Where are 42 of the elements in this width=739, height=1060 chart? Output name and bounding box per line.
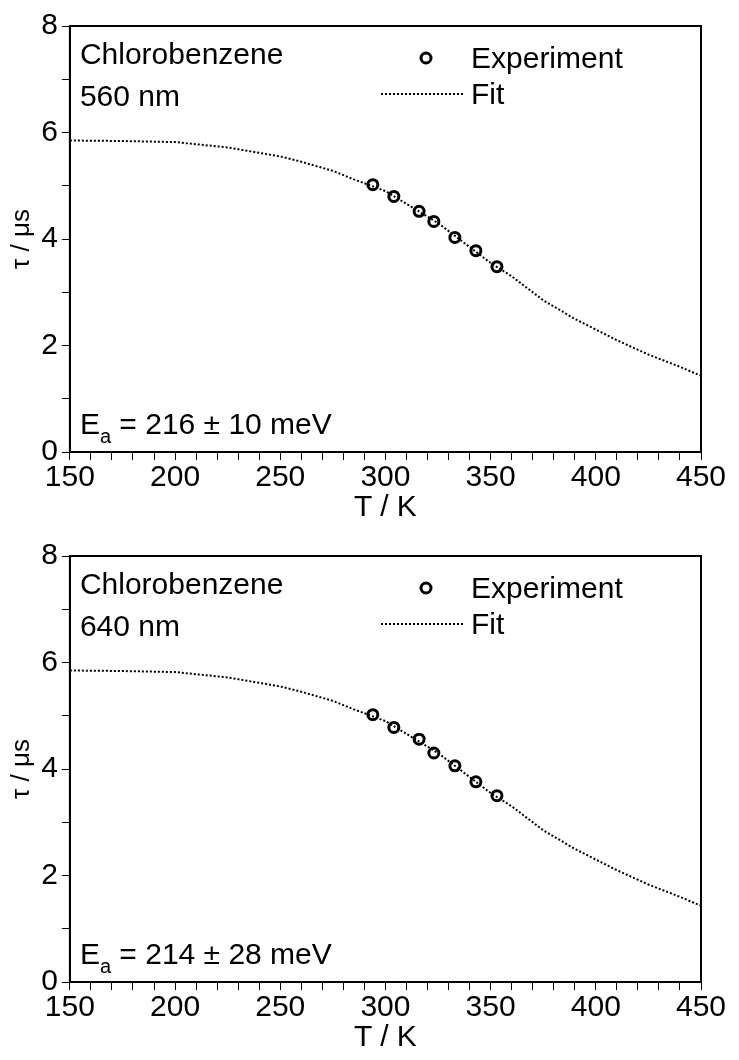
- annotation: 640 nm: [79, 609, 180, 642]
- point: [427, 746, 441, 760]
- y-tick-label: 2: [41, 856, 58, 890]
- point: [366, 708, 380, 722]
- x-tick-label: 400: [570, 459, 621, 493]
- y-tick-label: 8: [41, 7, 58, 41]
- x-tick-label: 350: [465, 989, 516, 1023]
- y-axis-title: τ / μs: [4, 209, 35, 269]
- y-tick-label: 6: [41, 643, 58, 677]
- x-tick-label: 200: [150, 459, 201, 493]
- x-tick-label: 400: [570, 989, 621, 1023]
- x-tick-label: 350: [465, 459, 516, 493]
- point: [366, 178, 380, 192]
- legend-label: Experiment: [471, 571, 624, 604]
- y-tick-label: 4: [41, 750, 58, 784]
- annotation: Chlorobenzene: [79, 567, 284, 600]
- point: [412, 204, 426, 218]
- point: [469, 775, 483, 789]
- annotation: Chlorobenzene: [79, 37, 284, 70]
- point: [448, 230, 462, 244]
- point: [469, 244, 483, 258]
- y-tick-label: 2: [41, 326, 58, 360]
- legend-label: Fit: [471, 77, 505, 110]
- point: [387, 720, 401, 734]
- legend-label: Experiment: [471, 41, 624, 74]
- y-tick-label: 4: [41, 220, 58, 254]
- y-tick-label: 8: [41, 537, 58, 571]
- x-tick-label: 450: [675, 459, 727, 493]
- point: [387, 189, 401, 203]
- x-tick-label: 250: [255, 989, 306, 1023]
- x-tick-label: 450: [675, 989, 727, 1023]
- x-tick-label: 250: [255, 459, 306, 493]
- point: [448, 759, 462, 773]
- annotation: 560 nm: [79, 79, 180, 112]
- point: [490, 789, 504, 803]
- y-axis-title: τ / μs: [4, 739, 35, 799]
- legend-label: Fit: [471, 607, 505, 640]
- point: [490, 260, 504, 274]
- y-tick-label: 6: [41, 113, 58, 147]
- x-tick-label: 200: [150, 989, 201, 1023]
- point: [427, 214, 441, 228]
- point: [412, 732, 426, 746]
